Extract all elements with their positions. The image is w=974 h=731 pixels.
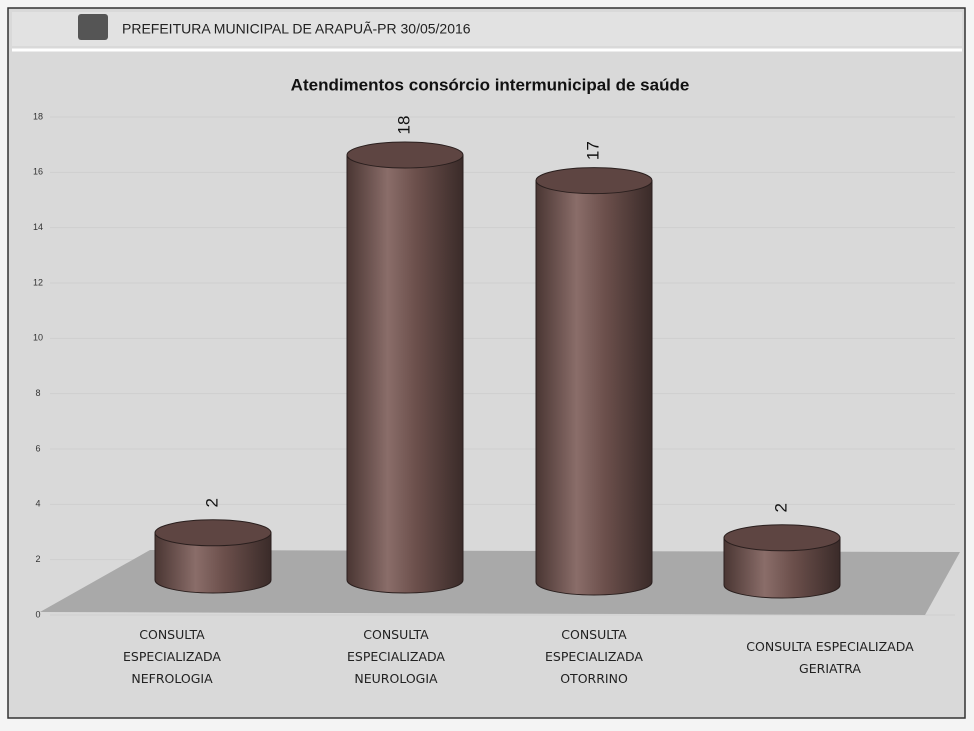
data-label: 2: [771, 503, 790, 512]
x-tick-label: CONSULTA ESPECIALIZADA NEFROLOGIA: [123, 627, 221, 686]
cylinder-top: [154, 519, 272, 547]
y-tick-label: 14: [33, 222, 43, 232]
cylinder: [154, 532, 272, 594]
x-tick-label: CONSULTA ESPECIALIZADA GERIATRA: [746, 639, 914, 676]
y-tick-label: 8: [35, 388, 40, 398]
y-tick-label: 4: [35, 499, 40, 509]
y-tick-label: 0: [35, 609, 40, 619]
logo: [78, 14, 108, 40]
header-bar: [12, 12, 962, 46]
y-tick-label: 10: [33, 333, 43, 343]
data-label: 18: [394, 116, 413, 135]
header-title: PREFEITURA MUNICIPAL DE ARAPUÃ-PR 30/05/…: [122, 21, 471, 37]
cylinder: [723, 537, 841, 599]
y-tick-label: 18: [33, 111, 43, 121]
y-tick-label: 6: [35, 443, 40, 453]
data-label: 17: [583, 141, 602, 160]
cylinder: [535, 180, 653, 596]
y-tick-label: 2: [35, 554, 40, 564]
x-tick-label: CONSULTA ESPECIALIZADA NEUROLOGIA: [347, 627, 445, 686]
y-tick-label: 12: [33, 277, 43, 287]
chart-title: Atendimentos consórcio intermunicipal de…: [291, 75, 690, 94]
y-tick-label: 16: [33, 167, 43, 177]
cylinder: [346, 154, 464, 594]
x-tick-label: CONSULTA ESPECIALIZADA OTORRINO: [545, 627, 643, 686]
cylinder-top: [535, 167, 653, 195]
cylinder-top: [346, 141, 464, 169]
data-label: 2: [202, 498, 221, 507]
cylinder-top: [723, 524, 841, 552]
